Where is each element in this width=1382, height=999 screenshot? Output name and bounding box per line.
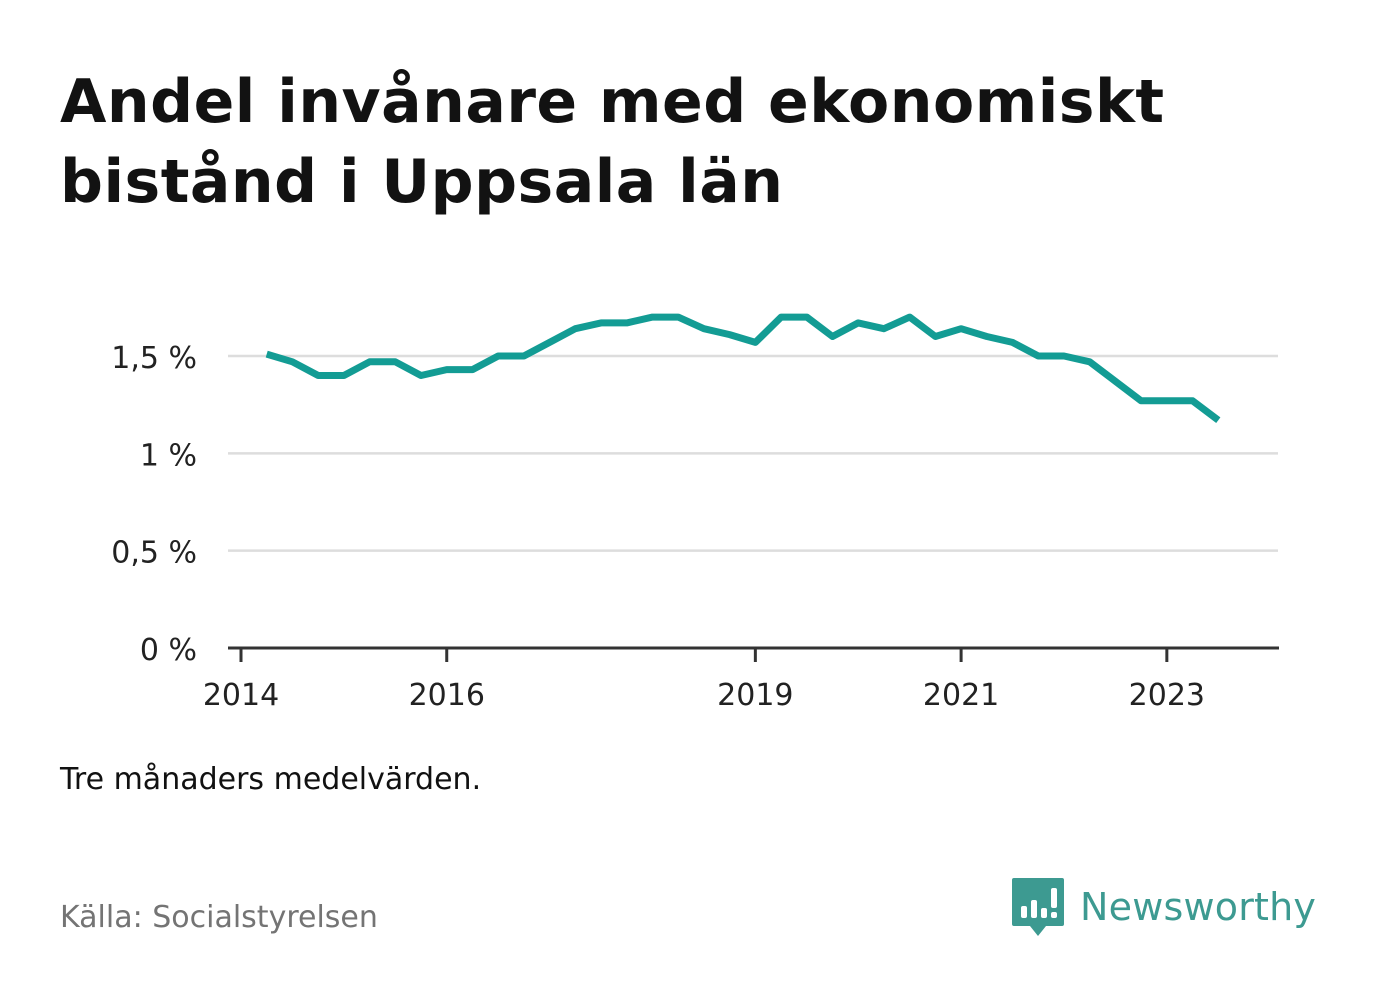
- y-tick-label: 0 %: [140, 633, 197, 668]
- brand-name: Newsworthy: [1080, 885, 1316, 929]
- chart-note: Tre månaders medelvärden.: [60, 762, 481, 797]
- chart-speech-bubble-icon: [1010, 876, 1066, 938]
- x-tick-label: 2021: [923, 678, 999, 713]
- x-tick-label: 2019: [717, 678, 793, 713]
- x-tick-label: 2016: [409, 678, 485, 713]
- source-label: Källa: Socialstyrelsen: [60, 900, 378, 935]
- y-tick-label: 1,5 %: [111, 341, 197, 376]
- x-tick-label: 2014: [203, 678, 279, 713]
- axes: 0 % 0,5 % 1 % 1,5 % 2014 2016 2019 2021 2023: [111, 341, 1279, 713]
- series-line: [267, 317, 1219, 420]
- series-layer: [267, 317, 1219, 420]
- x-tick-label: 2023: [1129, 678, 1205, 713]
- y-tick-label: 0,5 %: [111, 536, 197, 571]
- brand-logo: Newsworthy: [1010, 876, 1316, 938]
- y-tick-label: 1 %: [140, 438, 197, 473]
- line-chart: 0 % 0,5 % 1 % 1,5 % 2014 2016 2019 2021 2023: [0, 0, 1382, 999]
